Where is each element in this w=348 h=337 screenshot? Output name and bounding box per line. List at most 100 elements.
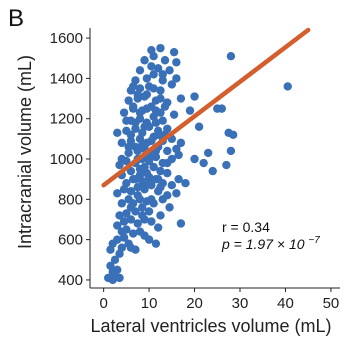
data-point	[117, 154, 127, 164]
data-point	[115, 211, 124, 220]
data-point	[169, 110, 179, 119]
data-point	[147, 195, 156, 204]
y-axis-label: Intracranial volume (mL)	[15, 55, 35, 249]
x-tick-label: 0	[99, 295, 107, 312]
data-point	[144, 207, 154, 216]
data-point	[176, 94, 186, 103]
data-point	[135, 170, 145, 180]
data-point	[153, 130, 163, 140]
data-point	[133, 90, 142, 99]
data-point	[126, 166, 136, 176]
data-point	[126, 203, 136, 212]
x-axis-ticks: 0 10 20 30 40 50	[99, 288, 339, 312]
data-point	[194, 122, 204, 131]
data-point	[156, 166, 165, 176]
data-point	[165, 203, 174, 212]
p-value-text: p = 1.97 × 10	[221, 236, 305, 252]
data-point	[149, 162, 158, 172]
data-point	[126, 187, 136, 196]
y-tick-label: 800	[58, 191, 83, 208]
y-tick-label: 1600	[50, 30, 83, 47]
data-point	[158, 70, 167, 79]
data-point	[167, 80, 177, 89]
data-point	[172, 189, 181, 198]
data-point	[138, 211, 147, 220]
data-point	[142, 104, 152, 113]
data-point	[124, 148, 133, 158]
data-point	[140, 122, 149, 131]
data-point	[151, 239, 161, 248]
data-point	[117, 138, 127, 148]
data-point	[122, 178, 131, 188]
data-point	[217, 104, 227, 113]
x-tick-label: 50	[323, 295, 340, 312]
data-point	[172, 74, 181, 83]
data-point	[176, 138, 186, 148]
data-point	[128, 174, 138, 184]
data-point	[228, 130, 238, 140]
data-point	[119, 108, 129, 117]
data-point	[128, 82, 138, 91]
data-point	[203, 148, 213, 158]
data-point	[156, 183, 165, 192]
data-point	[156, 43, 165, 53]
data-point	[113, 235, 122, 244]
data-point	[208, 166, 217, 176]
data-point	[174, 150, 183, 160]
data-point	[113, 221, 122, 230]
data-point	[172, 58, 181, 67]
data-point	[128, 229, 138, 238]
panel-label: B	[8, 5, 24, 32]
data-point	[147, 45, 156, 55]
data-point	[226, 52, 236, 61]
data-point	[158, 116, 167, 125]
data-point	[135, 66, 145, 75]
data-point	[142, 90, 152, 99]
data-point	[160, 102, 170, 111]
data-point	[122, 225, 131, 234]
x-tick-label: 30	[232, 295, 249, 312]
data-point	[122, 116, 131, 125]
data-point	[163, 146, 172, 156]
data-point	[140, 56, 149, 65]
data-point	[106, 261, 115, 271]
data-point	[138, 203, 147, 212]
data-point	[122, 209, 131, 218]
p-value-exponent: −7	[308, 235, 320, 246]
data-point	[222, 160, 231, 170]
data-point	[163, 158, 172, 168]
data-point	[110, 255, 120, 264]
y-tick-label: 1400	[50, 70, 83, 87]
data-point	[131, 124, 140, 133]
data-point	[158, 76, 167, 85]
data-point	[117, 243, 127, 252]
data-point	[174, 174, 183, 184]
data-point	[128, 102, 138, 111]
x-tick-label: 40	[277, 295, 294, 312]
data-point	[156, 86, 165, 95]
data-point	[131, 118, 140, 127]
data-point	[113, 189, 122, 198]
data-point	[169, 47, 179, 57]
data-point	[149, 84, 158, 93]
x-axis-label: Lateral ventricles volume (mL)	[90, 316, 331, 336]
data-point	[185, 106, 195, 115]
data-point	[176, 219, 186, 228]
data-point	[133, 183, 142, 192]
data-point	[156, 211, 165, 220]
data-point	[138, 140, 147, 150]
data-point	[144, 178, 154, 188]
data-point	[144, 235, 154, 244]
y-tick-label: 400	[58, 272, 83, 289]
data-point	[142, 74, 152, 83]
correlation-annotation: r = 0.34	[222, 219, 270, 235]
y-axis-ticks: 400 600 800 1000 1200 1400 1600	[50, 30, 90, 289]
data-point	[283, 82, 292, 91]
data-point	[167, 181, 177, 190]
data-point	[144, 156, 154, 166]
data-point	[117, 199, 127, 208]
data-point	[156, 94, 165, 103]
data-point	[226, 146, 236, 156]
y-tick-label: 600	[58, 232, 83, 249]
